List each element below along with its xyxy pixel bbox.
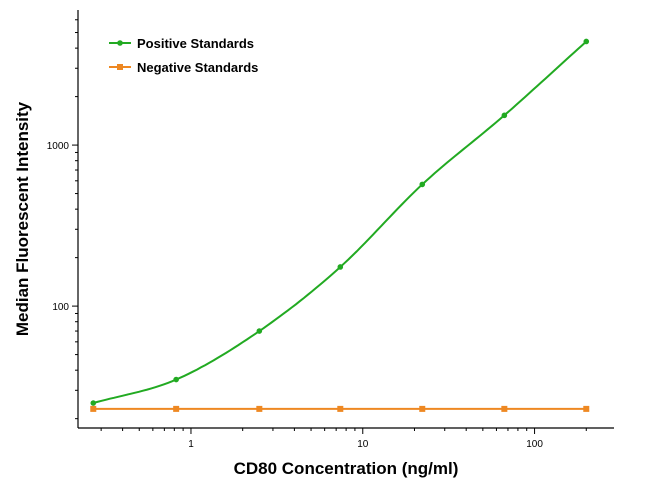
x-axis-title: CD80 Concentration (ng/ml)	[234, 459, 459, 478]
series-negative-standards	[90, 405, 590, 412]
data-point	[337, 264, 344, 270]
legend-label: Positive Standards	[137, 36, 254, 51]
data-point	[583, 405, 590, 412]
x-tick-label: 100	[526, 439, 543, 450]
y-tick-label: 100	[52, 302, 69, 313]
series-layer	[90, 38, 590, 412]
legend-label: Negative Standards	[137, 60, 258, 75]
data-point	[256, 328, 263, 334]
data-point	[256, 405, 263, 412]
series-positive-standards	[90, 38, 590, 406]
x-tick-label: 10	[357, 439, 369, 450]
data-point	[90, 405, 97, 412]
data-point	[501, 112, 508, 119]
legend: Positive Standards Negative Standards	[109, 36, 258, 75]
data-point	[501, 405, 508, 412]
data-point	[419, 181, 426, 188]
data-point	[583, 38, 590, 45]
data-point	[419, 405, 426, 412]
legend-marker	[117, 40, 123, 46]
data-point	[90, 400, 97, 406]
legend-item: Negative Standards	[109, 60, 258, 75]
axes: 1 10 100 100 1000	[47, 10, 614, 450]
y-tick-label: 1000	[47, 141, 70, 152]
data-point	[173, 405, 180, 412]
legend-item: Positive Standards	[109, 36, 254, 51]
data-point	[337, 405, 344, 412]
series-line	[93, 40, 587, 405]
y-axis-title: Median Fluorescent Intensity	[13, 101, 32, 336]
legend-marker	[117, 64, 123, 70]
x-tick-label: 1	[188, 439, 194, 450]
data-point	[173, 376, 179, 383]
